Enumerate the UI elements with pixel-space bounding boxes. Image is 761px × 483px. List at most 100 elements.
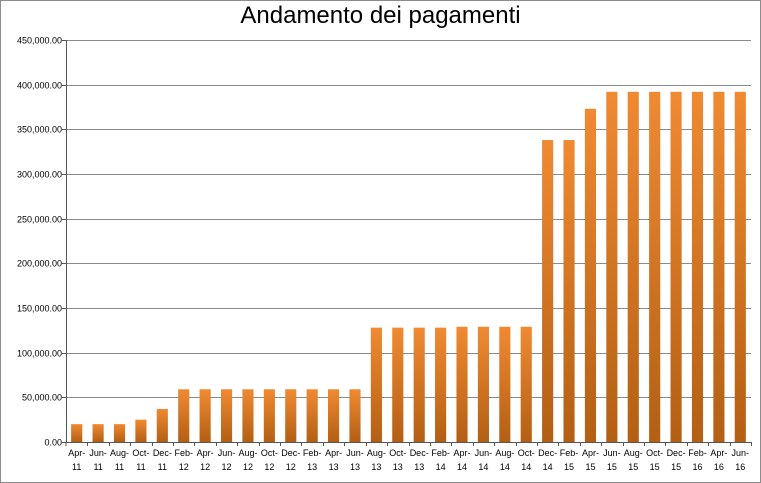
x-tick-label-year: 13 bbox=[371, 462, 381, 472]
y-tick-label: 200,000.00 bbox=[17, 259, 62, 269]
y-tick-label: 400,000.00 bbox=[17, 81, 62, 91]
bar bbox=[156, 408, 168, 442]
x-tick-label-year: 16 bbox=[692, 462, 702, 472]
x-tick-label-year: 12 bbox=[200, 462, 210, 472]
bar bbox=[499, 326, 511, 442]
x-tick-label-month: Jun- bbox=[603, 448, 621, 458]
x-tick-label-month: Apr- bbox=[710, 448, 727, 458]
x-tick-label-year: 12 bbox=[179, 462, 189, 472]
x-tick-label-month: Apr- bbox=[582, 448, 599, 458]
bar bbox=[670, 91, 682, 442]
bar bbox=[435, 327, 447, 442]
bar bbox=[199, 389, 211, 442]
x-tick-label-year: 13 bbox=[329, 462, 339, 472]
x-tick-label-month: Feb- bbox=[688, 448, 707, 458]
x-tick-label-month: Oct- bbox=[646, 448, 663, 458]
x-tick-label-month: Oct- bbox=[132, 448, 149, 458]
x-tick-label-year: 11 bbox=[93, 462, 102, 472]
x-tick-label-year: 13 bbox=[393, 462, 403, 472]
bar bbox=[713, 91, 725, 442]
x-tick-label-month: Aug- bbox=[110, 448, 129, 458]
x-tick-label-year: 12 bbox=[243, 462, 253, 472]
bar bbox=[413, 327, 425, 442]
x-tick-label-year: 11 bbox=[72, 462, 81, 472]
x-tick-label-year: 14 bbox=[543, 462, 553, 472]
bars bbox=[71, 91, 746, 443]
y-tick-label: 0.00 bbox=[44, 438, 62, 448]
bar bbox=[306, 389, 318, 442]
x-tick-label-year: 11 bbox=[158, 462, 167, 472]
y-tick-label: 300,000.00 bbox=[17, 170, 62, 180]
bar bbox=[220, 389, 233, 442]
bar bbox=[649, 91, 661, 442]
bar bbox=[734, 91, 746, 442]
bar bbox=[584, 108, 597, 442]
x-tick-label-month: Feb- bbox=[431, 448, 450, 458]
x-tick-label-month: Dec- bbox=[153, 448, 172, 458]
x-tick-label-year: 13 bbox=[414, 462, 424, 472]
x-tick-label-month: Jun- bbox=[475, 448, 493, 458]
x-tick-label-year: 15 bbox=[585, 462, 595, 472]
gridlines bbox=[62, 40, 752, 446]
bar bbox=[113, 424, 126, 442]
y-tick-label: 450,000.00 bbox=[17, 36, 62, 46]
x-tick-label-month: Apr- bbox=[325, 448, 342, 458]
bar bbox=[328, 389, 340, 442]
x-tick-label-month: Aug- bbox=[624, 448, 643, 458]
bar bbox=[263, 389, 275, 442]
bar bbox=[691, 91, 704, 442]
x-tick-label-year: 14 bbox=[436, 462, 446, 472]
chart-title: Andamento dei pagamenti bbox=[240, 2, 521, 29]
bar bbox=[392, 327, 404, 442]
y-tick-label: 50,000.00 bbox=[22, 393, 62, 403]
x-tick-label-year: 15 bbox=[607, 462, 617, 472]
x-tick-label-year: 14 bbox=[457, 462, 467, 472]
x-tick-label-year: 16 bbox=[735, 462, 745, 472]
x-tick-label-year: 14 bbox=[500, 462, 510, 472]
bar bbox=[520, 326, 532, 442]
x-tick-label-year: 16 bbox=[714, 462, 724, 472]
y-tick-label: 100,000.00 bbox=[17, 349, 62, 359]
x-tick-label-year: 15 bbox=[650, 462, 660, 472]
x-tick-label-month: Apr- bbox=[454, 448, 471, 458]
x-tick-label-month: Jun- bbox=[732, 448, 750, 458]
axes bbox=[65, 40, 751, 446]
bar bbox=[542, 140, 554, 443]
bar bbox=[563, 140, 575, 443]
x-tick-label-month: Feb- bbox=[560, 448, 579, 458]
x-tick-label-month: Aug- bbox=[238, 448, 257, 458]
y-tick-label: 250,000.00 bbox=[17, 215, 62, 225]
y-tick-label: 150,000.00 bbox=[17, 304, 62, 314]
x-tick-label-month: Jun- bbox=[218, 448, 236, 458]
bar bbox=[135, 419, 147, 442]
x-tick-label-month: Aug- bbox=[495, 448, 514, 458]
x-tick-label-year: 11 bbox=[115, 462, 124, 472]
x-tick-label-month: Feb- bbox=[303, 448, 322, 458]
y-tick-labels: 0.00 50,000.00 100,000.00 150,000.00 200,000… bbox=[17, 36, 62, 448]
x-tick-label-month: Apr- bbox=[68, 448, 85, 458]
x-tick-label-year: 15 bbox=[628, 462, 638, 472]
x-tick-labels: Apr- 11 Jun- 11 Aug- 11 Oct- 11 Dec- 11 Feb- 12 Apr-… bbox=[68, 448, 749, 472]
x-tick-label-month: Oct- bbox=[261, 448, 278, 458]
bar bbox=[92, 424, 104, 442]
bar bbox=[71, 424, 83, 442]
x-tick-label-year: 15 bbox=[671, 462, 681, 472]
bar bbox=[285, 389, 297, 442]
x-tick-label-month: Dec- bbox=[538, 448, 557, 458]
x-tick-label-month: Jun- bbox=[346, 448, 364, 458]
x-tick-label-month: Aug- bbox=[367, 448, 386, 458]
x-tick-label-month: Dec- bbox=[281, 448, 300, 458]
x-tick-label-year: 12 bbox=[264, 462, 274, 472]
bar bbox=[242, 389, 254, 442]
y-tick-label: 350,000.00 bbox=[17, 125, 62, 135]
x-tick-label-month: Dec- bbox=[667, 448, 686, 458]
bar bbox=[456, 326, 468, 442]
x-tick-label-month: Apr- bbox=[197, 448, 214, 458]
x-tick-label-month: Oct- bbox=[518, 448, 535, 458]
bar bbox=[627, 91, 639, 442]
x-tick-label-year: 13 bbox=[350, 462, 360, 472]
x-tick-label-month: Jun- bbox=[89, 448, 107, 458]
bar bbox=[370, 327, 382, 442]
x-tick-label-month: Dec- bbox=[410, 448, 429, 458]
